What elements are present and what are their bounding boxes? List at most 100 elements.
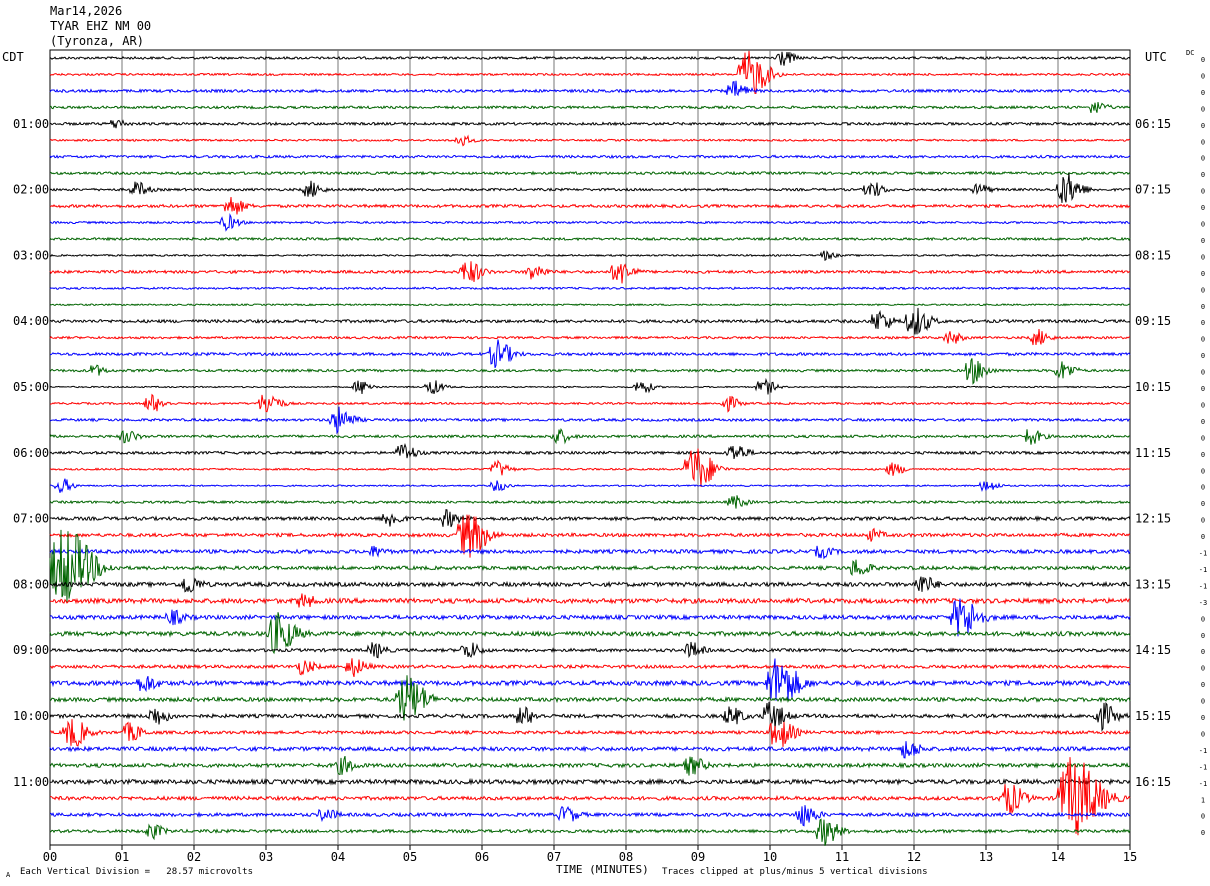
trace-row (49, 427, 1131, 445)
dc-offset-label: 0 (1201, 730, 1205, 738)
dc-offset-label: 0 (1201, 714, 1205, 722)
left-hour-label: 06:00 (13, 446, 49, 460)
right-hour-label: 12:15 (1135, 512, 1171, 526)
trace-row (49, 755, 1131, 776)
dc-offset-label: 0 (1201, 56, 1205, 64)
trace-row (49, 777, 1131, 786)
x-tick-label: 08 (619, 850, 633, 864)
left-hour-label: 07:00 (13, 512, 49, 526)
x-tick-label: 05 (403, 850, 417, 864)
dc-offset-label: 0 (1201, 632, 1205, 640)
trace-row (49, 339, 1131, 368)
dc-offset-label: 0 (1201, 336, 1205, 344)
trace-row (50, 576, 1131, 593)
right-hour-label: 11:15 (1135, 446, 1171, 460)
left-hour-label: 10:00 (13, 709, 49, 723)
scale-note: Each Vertical Division = 28.57 microvolt… (20, 867, 253, 877)
left-hour-label: 02:00 (13, 183, 49, 197)
trace-row (49, 514, 1131, 558)
trace-row (49, 328, 1131, 346)
trace-row (49, 196, 1131, 215)
dc-offset-label: 0 (1201, 369, 1205, 377)
right-hour-label: 08:15 (1135, 248, 1171, 262)
dc-offset-label: -1 (1199, 747, 1207, 755)
left-hour-label: 09:00 (13, 643, 49, 657)
left-hour-label: 04:00 (13, 314, 49, 328)
dc-offset-label: 0 (1201, 385, 1205, 393)
trace-row (49, 377, 1130, 395)
dc-offset-label: 0 (1201, 270, 1205, 278)
station-code: TYAR EHZ NM 00 (50, 19, 152, 33)
right-hour-label: 10:15 (1135, 380, 1171, 394)
right-hour-label: 06:15 (1135, 117, 1171, 131)
trace-row (49, 358, 1130, 385)
dc-offset-label: 0 (1201, 665, 1205, 673)
trace-row (49, 675, 1131, 721)
trace-row (49, 154, 1131, 160)
dc-offset-label: 0 (1201, 829, 1205, 837)
dc-offset-label: 0 (1201, 451, 1205, 459)
trace-row (49, 805, 1131, 827)
x-axis-label: TIME (MINUTES) (556, 863, 649, 876)
dc-offset-label: -1 (1199, 763, 1207, 771)
left-hour-label: 01:00 (13, 117, 49, 131)
dc-offset-label: 0 (1201, 286, 1205, 294)
trace-row (49, 442, 1131, 460)
x-tick-label: 02 (187, 850, 201, 864)
dc-header-label: DC (1186, 49, 1195, 57)
dc-offset-label: 0 (1201, 401, 1205, 409)
x-tick-label: 10 (763, 850, 777, 864)
dc-offset-label: -1 (1199, 566, 1207, 574)
x-tick-label: 07 (547, 850, 561, 864)
dc-offset-label: 0 (1201, 155, 1205, 163)
trace-row (49, 173, 1131, 203)
right-hour-label: 07:15 (1135, 183, 1171, 197)
x-tick-label: 11 (835, 850, 849, 864)
trace-row (49, 119, 1130, 129)
trace-row (49, 406, 1131, 435)
dc-offset-label: 0 (1201, 171, 1205, 179)
x-tick-label: 04 (331, 850, 345, 864)
trace-row (49, 448, 1131, 487)
trace-row (49, 641, 1131, 659)
trace-row (49, 545, 1131, 560)
right-hour-label: 16:15 (1135, 775, 1171, 789)
dc-offset-label: 0 (1201, 418, 1205, 426)
dc-offset-label: 0 (1201, 484, 1205, 492)
trace-row (49, 261, 1131, 284)
dc-offset-label: 0 (1201, 303, 1205, 311)
trace-row (49, 393, 1131, 413)
plot-date: Mar14,2026 (50, 4, 123, 18)
trace-row (49, 236, 1131, 242)
x-tick-label: 09 (691, 850, 705, 864)
right-hour-label: 14:15 (1135, 643, 1171, 657)
trace-row (49, 529, 1131, 603)
dc-offset-label: 0 (1201, 698, 1205, 706)
right-hour-label: 09:15 (1135, 314, 1171, 328)
plot-frame (49, 49, 1131, 846)
trace-row (49, 170, 1131, 176)
dc-offset-label: 0 (1201, 813, 1205, 821)
trace-row (49, 612, 1131, 655)
right-timezone-label: UTC (1145, 50, 1167, 64)
station-location: (Tyronza, AR) (50, 34, 144, 48)
x-tick-label: 01 (115, 850, 129, 864)
dc-offset-label: 0 (1201, 352, 1205, 360)
dc-offset-label: 0 (1201, 517, 1205, 525)
dc-offset-label: 0 (1201, 221, 1205, 229)
dc-offset-label: 0 (1201, 434, 1205, 442)
trace-row (49, 508, 1131, 528)
trace-row (49, 50, 1131, 94)
dc-offset-label: -1 (1199, 780, 1207, 788)
trace-row (49, 286, 1131, 291)
time-labels: 00 01 02 03 04 05 06 07 08 09 10 11 12 13 14 1500000000… (13, 56, 1207, 864)
dc-offset-label: 0 (1201, 533, 1205, 541)
dc-offset-label: 0 (1201, 648, 1205, 656)
right-hour-label: 13:15 (1135, 577, 1171, 591)
x-tick-label: 13 (979, 850, 993, 864)
left-hour-label: 08:00 (13, 577, 49, 591)
dc-offset-label: 0 (1201, 72, 1205, 80)
dc-offset-label: -1 (1199, 550, 1207, 558)
trace-row (49, 212, 1131, 232)
